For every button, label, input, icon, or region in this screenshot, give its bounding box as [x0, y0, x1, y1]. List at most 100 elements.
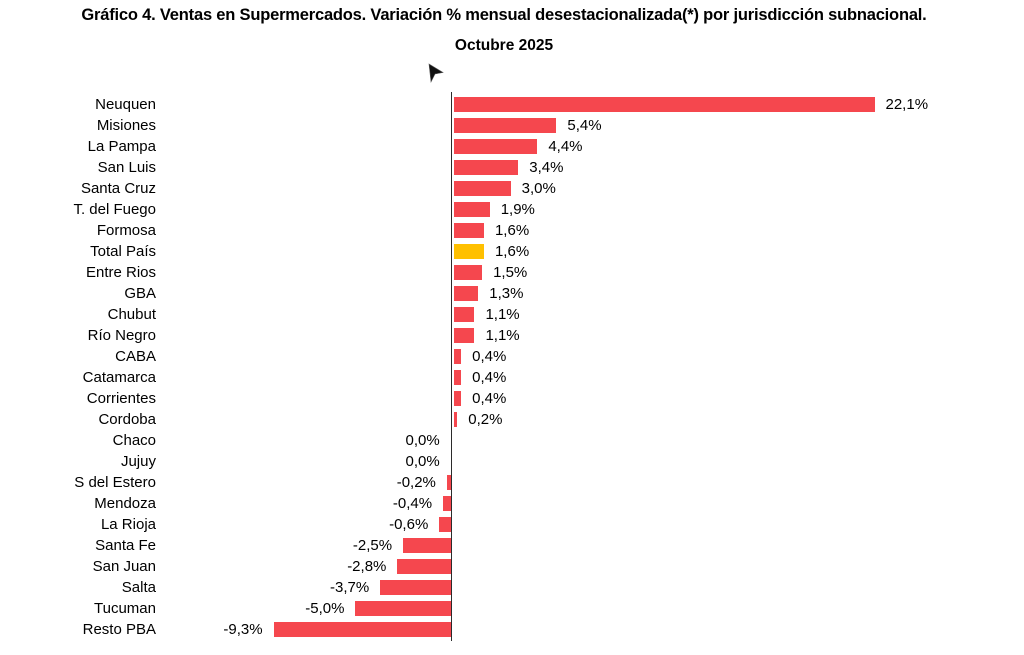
value-label: 0,0%: [405, 432, 440, 449]
value-label: -2,8%: [347, 558, 387, 575]
value-label: 0,0%: [405, 453, 440, 470]
bar: [453, 370, 462, 385]
value-label: 3,0%: [521, 180, 556, 197]
category-label: Corrientes: [86, 390, 156, 407]
chart-subtitle: Octubre 2025: [454, 37, 554, 54]
value-label: 0,4%: [472, 369, 507, 386]
category-label: La Pampa: [87, 138, 156, 155]
bar: [439, 517, 451, 532]
category-label: Neuquen: [95, 96, 156, 113]
bar: [453, 391, 462, 406]
chart-row: Entre Rios 1,5%: [0, 262, 1024, 283]
category-label: San Luis: [97, 159, 156, 176]
chart-row: La Pampa 4,4%: [0, 136, 1024, 157]
bar: [453, 265, 483, 280]
bar: [453, 223, 484, 238]
category-label: Chubut: [107, 306, 156, 323]
category-label: Río Negro: [87, 327, 156, 344]
bar: [453, 328, 475, 343]
chart-row: Neuquen 22,1%: [0, 94, 1024, 115]
category-label: Santa Cruz: [80, 180, 156, 197]
category-label: CABA: [115, 348, 156, 365]
bar: [453, 286, 479, 301]
category-label: Formosa: [96, 222, 156, 239]
chart-row: CABA 0,4%: [0, 346, 1024, 367]
chart-row: La Rioja -0,6%: [0, 514, 1024, 535]
value-label: 1,6%: [494, 222, 530, 239]
bar: [453, 97, 875, 112]
value-label: 0,2%: [468, 411, 503, 428]
chart-row: Catamarca 0,4%: [0, 367, 1024, 388]
bar: [443, 496, 451, 511]
category-label: Entre Rios: [85, 264, 156, 281]
chart-row: San Juan -2,8%: [0, 556, 1024, 577]
bar: [453, 202, 490, 217]
chart-row: S del Estero -0,2%: [0, 472, 1024, 493]
value-label: 4,4%: [548, 138, 583, 155]
chart-row: Chaco 0,0%: [0, 430, 1024, 451]
value-label: 1,1%: [485, 306, 520, 323]
chart-row: Formosa 1,6%: [0, 220, 1024, 241]
chart-row: Santa Fe -2,5%: [0, 535, 1024, 556]
mouse-cursor-icon: [428, 63, 444, 84]
category-label: T. del Fuego: [73, 201, 156, 218]
chart-row: Mendoza -0,4%: [0, 493, 1024, 514]
chart-row: Tucuman -5,0%: [0, 598, 1024, 619]
value-label: 0,4%: [472, 390, 507, 407]
bar: [453, 139, 538, 154]
bar: [453, 412, 458, 427]
category-label: S del Estero: [74, 474, 156, 491]
bar: [446, 475, 451, 490]
chart-row: Resto PBA -9,3%: [0, 619, 1024, 640]
bar: [380, 580, 451, 595]
bar: [403, 538, 451, 553]
value-label: 1,6%: [494, 243, 530, 260]
category-label: Salta: [121, 579, 156, 596]
bar: [273, 622, 451, 637]
category-label: Catamarca: [82, 369, 156, 386]
chart-row: Total País 1,6%: [0, 241, 1024, 262]
category-label: Cordoba: [98, 411, 156, 428]
category-label: Jujuy: [120, 453, 156, 470]
chart-row: Río Negro 1,1%: [0, 325, 1024, 346]
bar: [355, 601, 451, 616]
bar: [453, 160, 519, 175]
category-label: Santa Fe: [95, 537, 156, 554]
category-label: La Rioja: [100, 516, 156, 533]
value-label: -5,0%: [305, 600, 345, 617]
value-label: -9,3%: [223, 621, 263, 638]
chart-row: Jujuy 0,0%: [0, 451, 1024, 472]
value-label: 3,4%: [529, 159, 564, 176]
chart-row: Cordoba 0,2%: [0, 409, 1024, 430]
category-label: Resto PBA: [82, 621, 156, 638]
value-label: 1,1%: [485, 327, 520, 344]
category-label: Total País: [90, 243, 156, 260]
value-label: 1,3%: [489, 285, 524, 302]
value-label: 0,4%: [472, 348, 507, 365]
value-label: -2,5%: [352, 537, 393, 554]
chart-row: GBA 1,3%: [0, 283, 1024, 304]
bar: [453, 181, 511, 196]
chart-row: Chubut 1,1%: [0, 304, 1024, 325]
value-label: 1,5%: [493, 264, 528, 281]
chart-row: Santa Cruz 3,0%: [0, 178, 1024, 199]
chart-row: San Luis 3,4%: [0, 157, 1024, 178]
chart-row: T. del Fuego 1,9%: [0, 199, 1024, 220]
category-label: Misiones: [96, 117, 156, 134]
bar: [453, 307, 475, 322]
category-label: Chaco: [112, 432, 156, 449]
category-label: GBA: [124, 285, 156, 302]
value-label: 1,9%: [500, 201, 535, 218]
value-label: -0,2%: [396, 474, 436, 491]
value-label: 22,1%: [885, 96, 929, 113]
value-label: -3,7%: [330, 579, 370, 596]
chart-row: Salta -3,7%: [0, 577, 1024, 598]
chart-title: Gráfico 4. Ventas en Supermercados. Vari…: [81, 6, 927, 24]
bar: [453, 244, 484, 259]
category-label: San Juan: [92, 558, 156, 575]
chart-row: Corrientes 0,4%: [0, 388, 1024, 409]
zero-axis-line: [450, 92, 453, 641]
category-label: Mendoza: [94, 495, 156, 512]
